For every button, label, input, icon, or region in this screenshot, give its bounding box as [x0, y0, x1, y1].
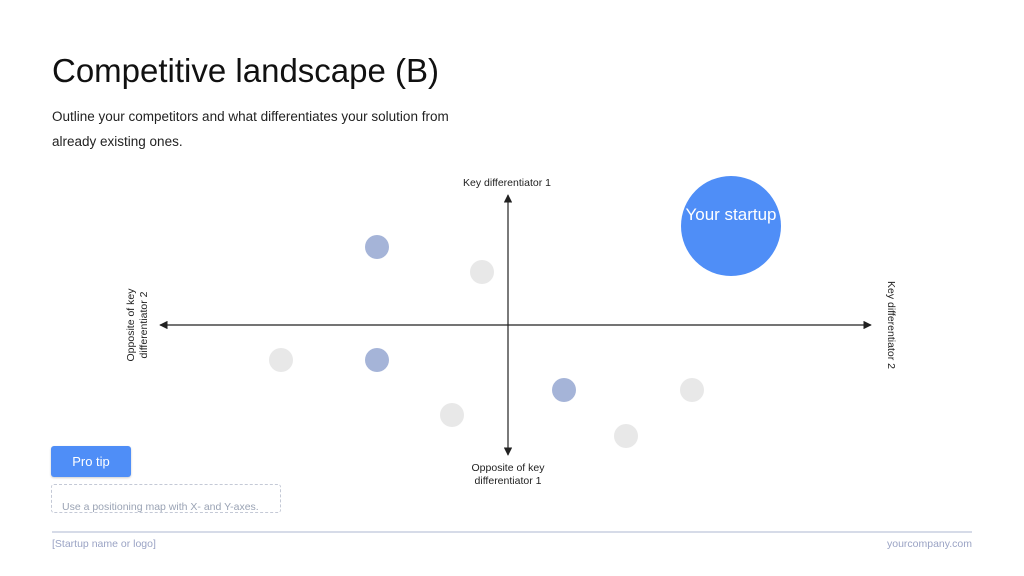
your-startup-bubble [681, 176, 781, 276]
competitor-dot-gray [470, 260, 494, 284]
footer-startup-name: [Startup name or logo] [52, 538, 156, 550]
x-axis-right-label: Key differentiator 2 [885, 281, 897, 369]
y-axis-top-label: Key differentiator 1 [463, 177, 551, 189]
competitor-dot-blue [552, 378, 576, 402]
competitor-dot-blue [365, 235, 389, 259]
page-subtitle: Outline your competitors and what differ… [52, 109, 449, 149]
your-startup-label: Your startup [685, 205, 777, 224]
competitor-dot-gray [269, 348, 293, 372]
pro-tip-text: Use a positioning map with X- and Y-axes… [51, 484, 281, 513]
competitor-dot-gray [614, 424, 638, 448]
competitor-dot-gray [680, 378, 704, 402]
x-axis-left-label: Opposite of key differentiator 2 [125, 288, 150, 362]
competitor-dot-blue [365, 348, 389, 372]
footer-website: yourcompany.com [886, 538, 972, 550]
page-title: Competitive landscape (B) [52, 52, 440, 89]
y-axis-bottom-label: Opposite of key differentiator 1 [471, 462, 545, 487]
competitor-dot-gray [440, 403, 464, 427]
footer-divider [52, 531, 972, 533]
pro-tip-button[interactable]: Pro tip [51, 446, 131, 477]
